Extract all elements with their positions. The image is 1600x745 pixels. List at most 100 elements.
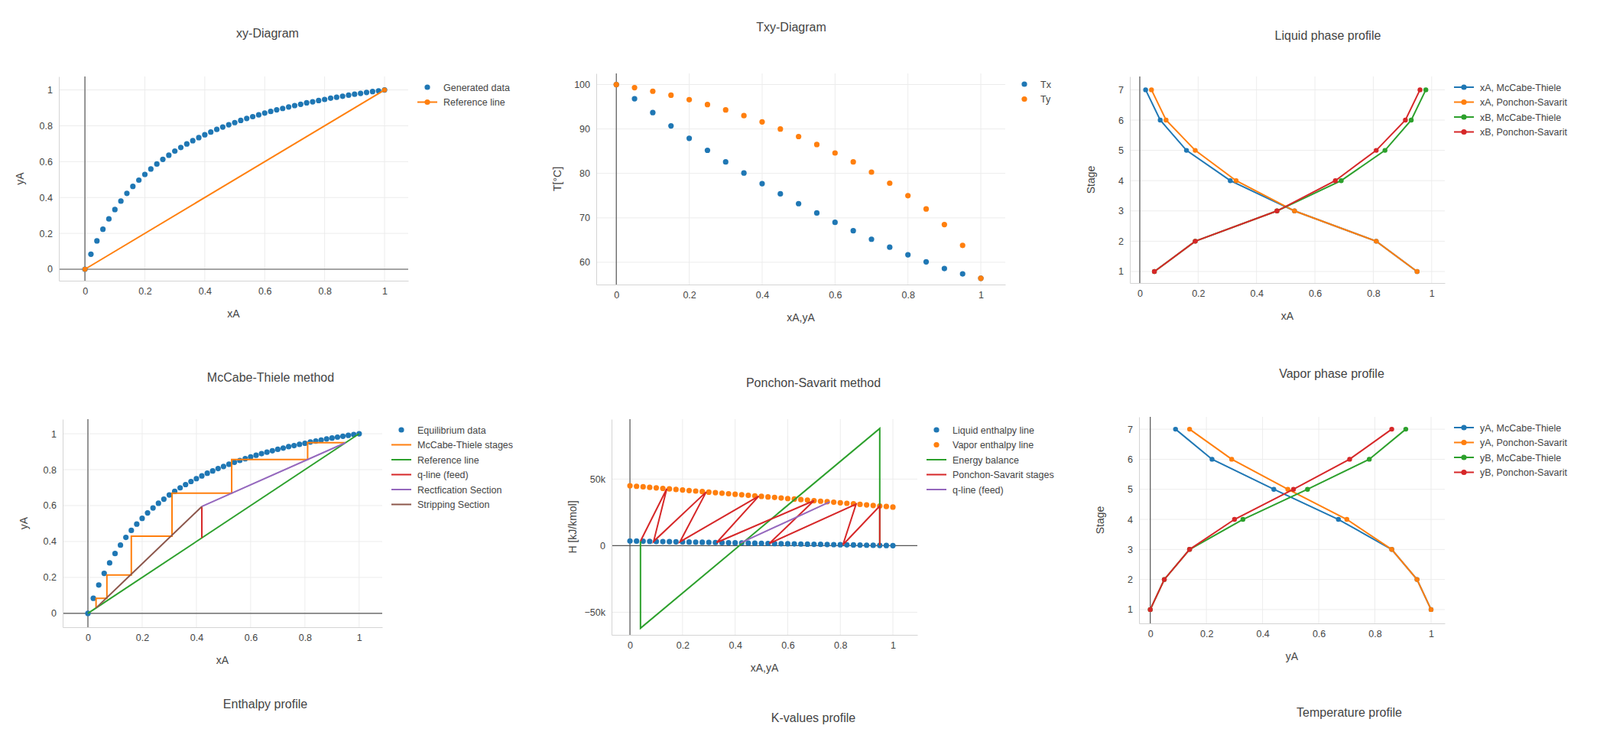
series-point [280,444,286,451]
grid [1129,76,1445,283]
series-point [321,96,328,102]
series-point [279,105,286,111]
x-tick: 1 [890,634,896,651]
series-point [626,538,633,544]
x-grid-line [1139,76,1140,283]
x-grid-line [1314,76,1316,283]
y-grid-line [1129,149,1445,151]
y-tick-label: 3 [1118,205,1124,217]
x-axis: 00.20.40.60.81 [1130,282,1446,299]
series-point [214,126,220,133]
y-tick-label: 4 [1118,175,1124,187]
y-grid-line [596,217,1006,218]
y-axis: 1234567 [1118,77,1130,284]
legend-marker [1460,439,1467,445]
series-point [778,540,784,546]
y-tick-label: 0.2 [43,571,57,583]
x-tick-label: 0 [82,285,88,297]
y-tick: 0.4 [39,192,59,204]
series-point [242,455,248,461]
legend-label: Ty [1040,94,1052,105]
x-axis-title: xA,yA [750,661,779,674]
y-tick: 0.6 [43,499,63,511]
series-point [1274,208,1279,214]
x-axis-title: xA,yA [786,311,815,324]
x-tick-label: 0.8 [318,285,332,297]
series-point [1291,208,1297,214]
series-point [118,197,124,204]
x-grid-line [1262,416,1263,624]
series-point [264,449,270,455]
series-point [188,478,194,484]
y-grid-line [62,433,383,435]
series-point [798,496,804,503]
x-tick: 0.8 [298,626,312,643]
series-point [613,81,620,88]
series-point [704,101,711,108]
y-grid-line [58,197,409,198]
series-point [795,201,802,207]
x-axis: 00.20.40.60.81 [597,284,1007,301]
x-axis: 00.20.40.60.81 [612,634,919,651]
series-point [123,534,129,540]
y-tick-label: 0.6 [39,156,53,168]
series-point [166,492,173,498]
legend-item: xB, Ponchon-Savarit [1453,126,1568,138]
legend-label: McCabe-Thiele stages [417,439,513,451]
chart-title: Liquid phase profile [1275,29,1382,43]
y-tick: 5 [1118,145,1130,156]
series-point [870,502,877,508]
y-tick: 1 [47,84,59,96]
series-point [666,538,672,545]
x-tick: 0.2 [1191,282,1205,299]
x-tick-label: 0.6 [781,639,795,651]
series-point [1403,426,1409,432]
x-grid-line [616,73,617,285]
series-point [1163,117,1169,123]
x-grid-line [384,76,386,281]
series-point [345,432,351,439]
y-tick: 0 [47,263,59,275]
y-grid-line [58,161,409,163]
legend: Equilibrium dataMcCabe-Thiele stagesRefe… [391,425,513,511]
series-point [101,570,108,576]
y-tick: 3 [1127,544,1140,555]
plot-area [626,428,896,628]
series-point [745,539,751,546]
legend-marker [1021,81,1027,87]
series-point [1152,269,1157,274]
y-tick: −50k [584,606,612,618]
legend: xA, McCabe-ThielexA, Ponchon-SavaritxB, … [1453,82,1568,139]
series-point [1240,516,1246,522]
x-tick-label: 0.2 [136,632,150,643]
y-grid-line [58,233,409,234]
y-grid-line [1139,458,1445,460]
y-tick-label: 0 [600,540,606,552]
series-point [107,559,113,565]
x-tick: 0.6 [828,284,842,301]
legend-item: yB, McCabe-Thiele [1453,452,1562,464]
series-point [363,89,370,95]
series-point [883,542,890,549]
y-tick-label: 2 [1118,236,1124,247]
series-point [1187,546,1192,552]
series-point [725,539,731,546]
series-point [161,496,167,502]
legend-item: Reference line [391,454,480,466]
series [1147,426,1409,612]
series-point [732,539,738,546]
series-point [304,100,310,106]
plot-area [1142,87,1428,274]
x-tick-label: 0.4 [756,289,770,301]
series-point [723,159,729,165]
series-point [301,440,308,446]
y-grid-line [1139,608,1445,610]
legend-item: xA, Ponchon-Savarit [1453,97,1568,108]
x-zero-line [87,418,88,627]
legend-marker [933,441,939,448]
chart-title: McCabe-Thiele method [207,370,335,384]
y-tick-label: 6 [1118,115,1124,127]
x-tick: 0.8 [834,634,848,651]
series-point [886,180,893,186]
x-grid-line [840,418,841,635]
